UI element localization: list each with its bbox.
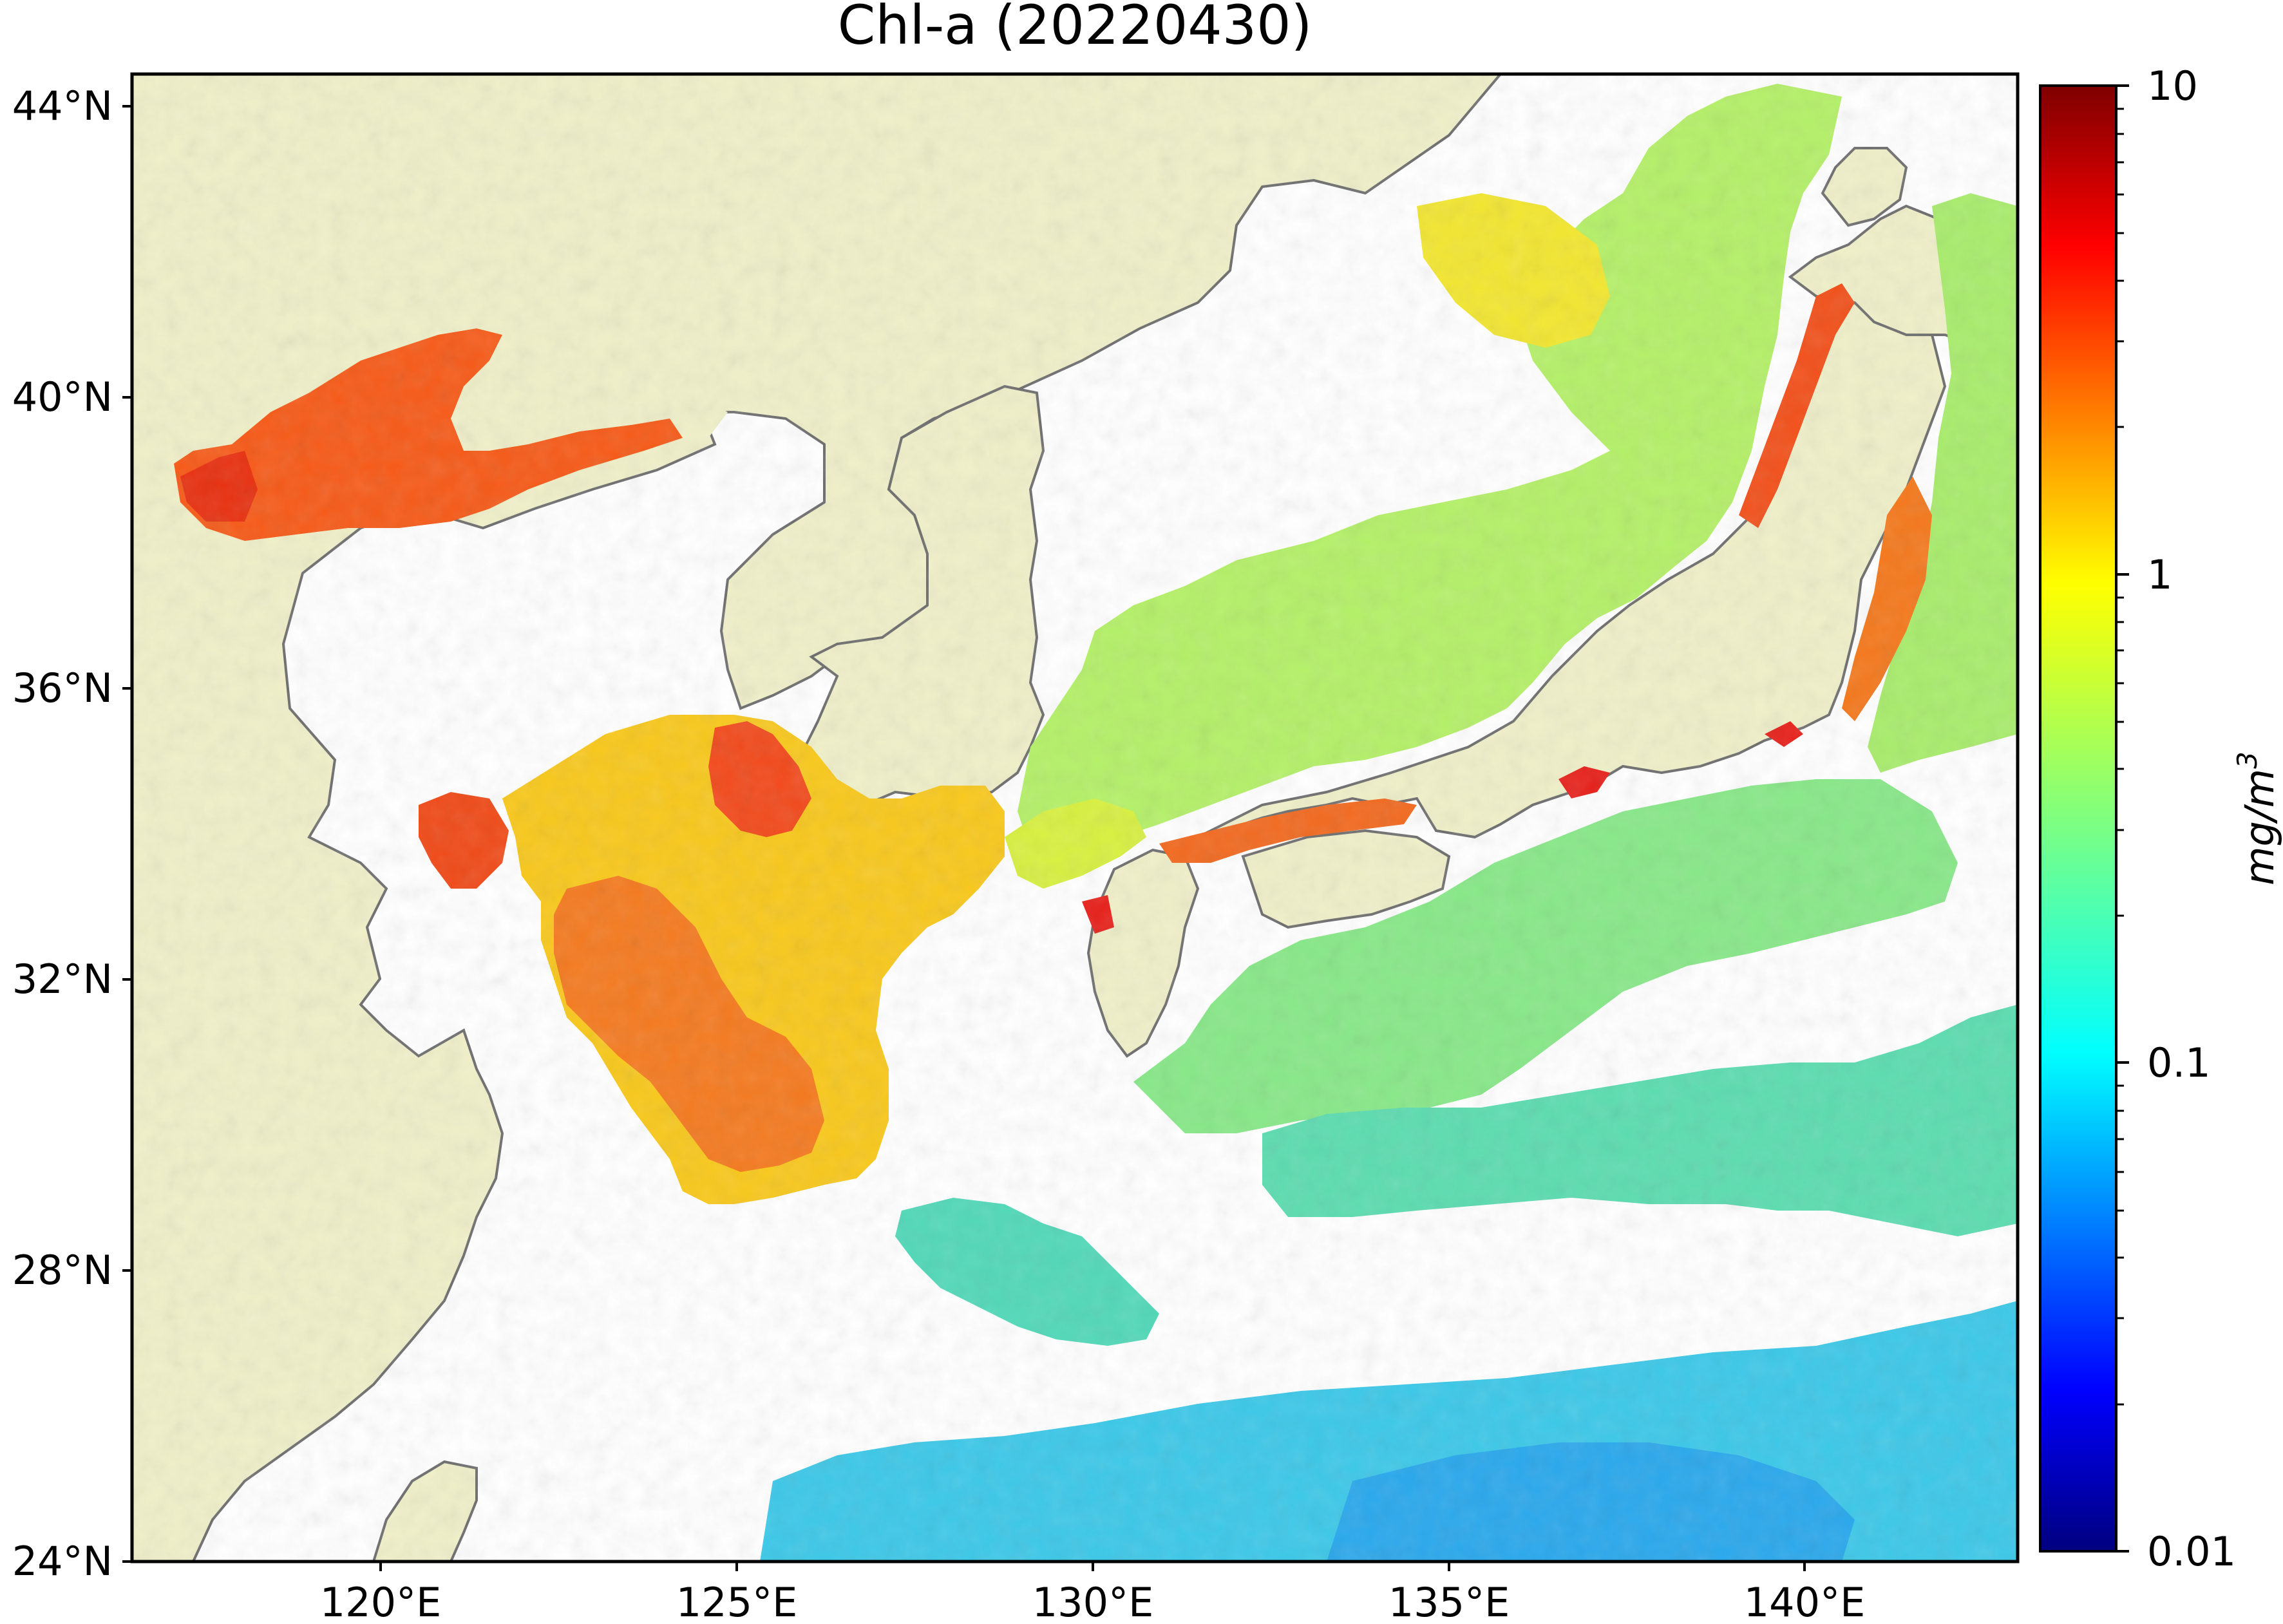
map-frame [130,72,2020,1563]
colorbar-label-0.1: 0.1 [2147,1039,2211,1086]
lon-label-130: 130°E [1032,1579,1154,1624]
lon-label-140: 140°E [1744,1579,1866,1624]
map-panel [132,74,2018,1562]
colorbar-unit-label: mg/m3 [2231,751,2283,885]
longitude-axis: 120°E 125°E 130°E 135°E 140°E [320,1562,1866,1624]
lat-label-24: 24°N [12,1538,113,1585]
colorbar-major-ticks [2116,84,2129,1553]
colorbar-label-10: 10 [2147,62,2198,109]
lat-label-44: 44°N [12,82,113,129]
colorbar: 10 1 0.1 0.01 mg/m3 [2039,62,2283,1575]
lon-label-135: 135°E [1388,1579,1510,1624]
lon-label-120: 120°E [320,1579,442,1624]
lat-label-40: 40°N [12,373,113,420]
lat-label-32: 32°N [12,956,113,1003]
colorbar-label-0.01: 0.01 [2147,1528,2236,1575]
map-title: Chl-a (20220430) [838,0,1312,57]
colorbar-gradient [2039,84,2117,1553]
colorbar-minor-ticks [2116,108,2124,1406]
colorbar-label-1: 1 [2147,551,2172,598]
lon-label-125: 125°E [676,1579,798,1624]
lat-label-36: 36°N [12,665,113,712]
chlorophyll-texture [132,74,2018,1562]
latitude-axis: 44°N 40°N 36°N 32°N 28°N 24°N [12,82,132,1585]
lat-label-28: 28°N [12,1247,113,1294]
